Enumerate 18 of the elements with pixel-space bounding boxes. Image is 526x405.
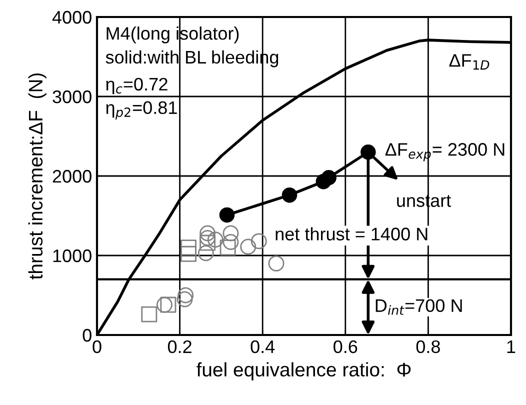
x-tick-label: 1 [507, 340, 516, 353]
x-tick-label: 0.2 [168, 340, 192, 354]
y-tick-label: 0 [82, 328, 92, 342]
x-tick-label: 0.8 [416, 340, 440, 354]
annotation: η$_{p2}$=0.81 [106, 101, 177, 120]
annotation: D$_{int}$=700 N [376, 299, 462, 315]
y-tick-label: 4000 [52, 10, 92, 24]
x-tick-label: 0.6 [334, 340, 358, 354]
y-tick-label: 3000 [52, 90, 92, 104]
x-axis-title: fuel equivalence ratio: Φ [196, 362, 411, 380]
y-axis-title: thrust increment:ΔF (N) [28, 73, 46, 280]
annotation: net thrust = 1400 N [276, 227, 428, 240]
y-tick-label: 2000 [52, 170, 92, 183]
annotation: η$_{c}$=0.72 [106, 78, 168, 94]
x-tick-label: 0 [92, 340, 102, 354]
y-tick-label: 1000 [53, 249, 92, 262]
x-tick-label: 0.4 [250, 340, 275, 354]
annotation: ΔF$_{1D}$ [449, 54, 490, 70]
